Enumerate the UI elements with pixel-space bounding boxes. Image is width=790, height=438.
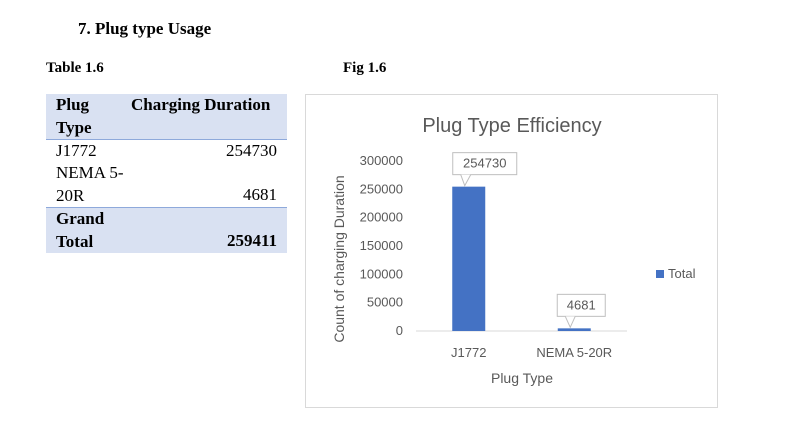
section-heading: 7. Plug type Usage	[78, 19, 212, 38]
legend: Total	[656, 266, 696, 281]
figure-caption: Fig 1.6	[343, 60, 387, 76]
data-label: 254730	[463, 156, 506, 171]
y-tick-label: 0	[396, 323, 403, 338]
x-tick-label: NEMA 5-20R	[536, 345, 612, 360]
y-tick-label: 150000	[360, 238, 403, 253]
data-label-pointer	[564, 316, 576, 329]
data-label-pointer	[460, 174, 472, 187]
x-axis-label: Plug Type	[491, 370, 553, 386]
header-plug-type: Plug Type	[56, 95, 92, 137]
row-label: NEMA 5-20R	[56, 163, 124, 205]
y-axis-ticks: 300000 250000 200000 150000 100000 50000 0	[360, 153, 403, 338]
y-axis-label: Count of charging Duration	[331, 175, 347, 342]
chart-title: Plug Type Efficiency	[422, 115, 601, 137]
y-tick-label: 50000	[367, 295, 403, 310]
chart-container: Plug Type Efficiency Count of charging D…	[305, 94, 718, 408]
bar	[557, 328, 591, 331]
total-value: 259411	[226, 231, 277, 250]
data-label-box	[556, 293, 606, 317]
bar-series	[452, 186, 591, 331]
bar-chart: Plug Type Efficiency Count of charging D…	[331, 115, 696, 386]
table-row: J1772 254730	[46, 140, 287, 162]
row-value: 4681	[243, 185, 277, 204]
y-tick-label: 250000	[360, 181, 403, 196]
data-label-box	[452, 152, 518, 176]
legend-label: Total	[668, 266, 696, 281]
legend-swatch	[656, 270, 664, 278]
y-tick-label: 200000	[360, 210, 403, 225]
y-tick-label: 100000	[360, 266, 403, 281]
row-label: J1772	[56, 141, 97, 160]
table-total-row: Grand Total 259411	[46, 207, 287, 253]
bar	[452, 186, 486, 331]
table-header-row: Plug Type Charging Duration	[46, 94, 287, 140]
total-label: Grand Total	[56, 209, 105, 251]
pivot-table: Plug Type Charging Duration J1772 254730…	[46, 94, 287, 253]
table-row: NEMA 5-20R 4681	[46, 162, 287, 207]
table-caption: Table 1.6	[46, 60, 104, 76]
data-label: 4681	[567, 297, 596, 312]
header-charging-duration: Charging Duration	[131, 95, 271, 114]
y-tick-label: 300000	[360, 153, 403, 168]
x-axis-ticks: J1772 NEMA 5-20R	[451, 345, 612, 360]
data-labels: 254730 4681	[452, 152, 606, 329]
row-value: 254730	[226, 141, 277, 160]
x-tick-label: J1772	[451, 345, 486, 360]
